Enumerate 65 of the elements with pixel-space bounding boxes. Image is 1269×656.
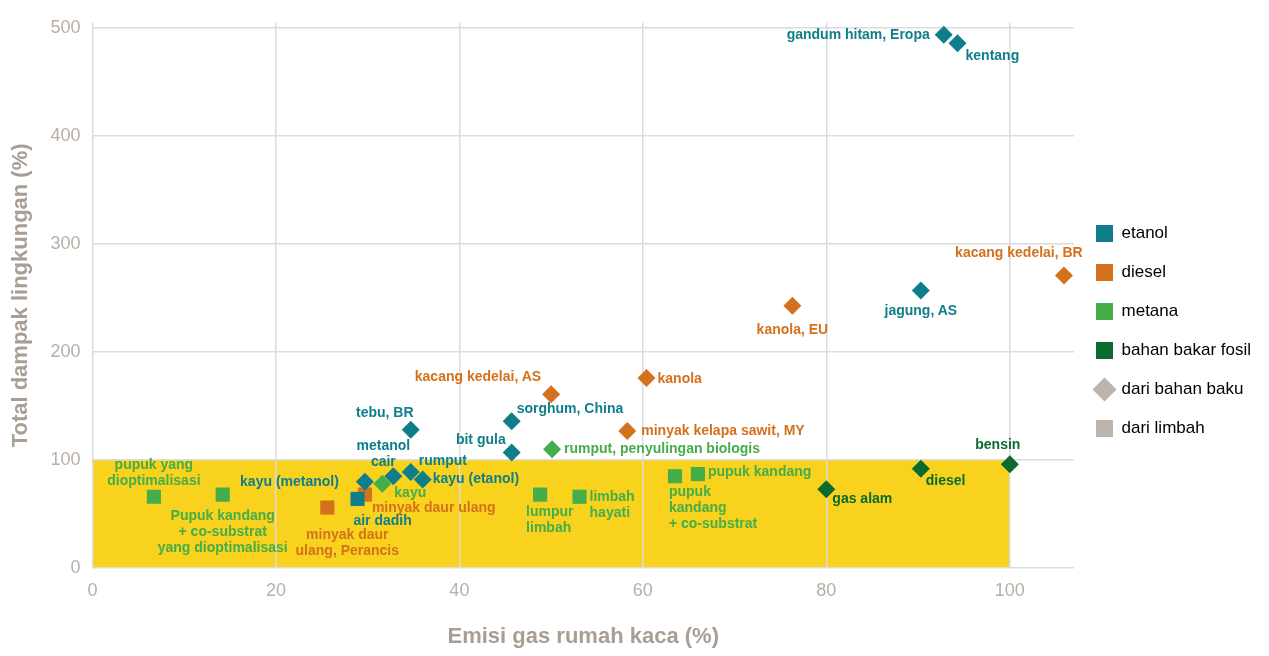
x-tick-label: 40	[449, 579, 470, 600]
annotation: minyak kelapa sawit, MY	[641, 421, 806, 438]
x-tick-label: 0	[87, 579, 98, 600]
y-tick-label: 200	[50, 341, 81, 362]
point	[1000, 455, 1019, 474]
x-tick-label: 100	[994, 579, 1025, 600]
annotation: kentang	[965, 47, 1020, 64]
point	[401, 462, 420, 481]
annotation: kacang kedelai, BR	[955, 244, 1083, 261]
annotation: pupuk kandang + co-substrat	[668, 483, 758, 532]
annotation: rumput, penyulingan biologis	[564, 440, 761, 457]
legend-label: etanol	[1121, 223, 1168, 243]
point	[667, 469, 683, 484]
annotation: limbah hayati	[589, 487, 635, 520]
point	[355, 472, 374, 491]
y-tick-label: 100	[50, 449, 81, 470]
legend-label: dari bahan baku	[1121, 379, 1244, 399]
annotation: kacang kedelai, AS	[414, 368, 542, 385]
y-tick-label: 500	[50, 17, 81, 38]
annotation: gandum hitam, Eropa	[786, 25, 930, 42]
y-tick-label: 400	[50, 125, 81, 146]
point	[215, 487, 230, 502]
annotation: tebu, BR	[355, 403, 414, 420]
legend-label: diesel	[1121, 262, 1166, 282]
point	[146, 489, 161, 504]
y-axis-title: Total dampak lingkungan (%)	[7, 143, 33, 448]
annotation: diesel	[925, 471, 966, 488]
annotation: sorghum, China	[516, 400, 624, 417]
point	[783, 296, 802, 315]
annotation: kanola	[657, 369, 703, 386]
legend-label: bahan bakar fosil	[1121, 340, 1252, 360]
annotation: lumpur limbah	[526, 503, 575, 536]
y-tick-label: 300	[50, 233, 81, 254]
point	[690, 467, 705, 482]
x-tick-label: 20	[265, 579, 286, 600]
point	[1054, 266, 1073, 285]
point	[401, 420, 420, 439]
annotation: minyak daur ulang, Perancis	[295, 526, 400, 559]
point	[350, 491, 365, 506]
point	[948, 34, 967, 53]
point	[533, 487, 548, 502]
point	[543, 440, 562, 459]
point	[637, 368, 656, 387]
annotation: kayu	[394, 483, 427, 500]
y-tick-label: 0	[70, 556, 81, 577]
legend-label: metana	[1121, 301, 1179, 321]
point	[911, 281, 930, 300]
legend-label: dari limbah	[1121, 418, 1205, 438]
point	[934, 25, 953, 44]
x-axis-title: Emisi gas rumah kaca (%)	[447, 622, 719, 648]
annotation: pupuk yang dioptimalisasi	[107, 455, 201, 488]
point	[618, 421, 637, 440]
annotation: kanola, EU	[756, 320, 829, 337]
annotation: gas alam	[832, 490, 893, 507]
annotation: kayu (metanol)	[240, 473, 339, 490]
point	[572, 489, 587, 504]
annotation: bit gula	[455, 431, 506, 448]
annotation: pupuk kandang	[707, 462, 812, 479]
point	[320, 500, 335, 515]
x-tick-label: 80	[816, 579, 837, 600]
x-tick-label: 60	[632, 579, 653, 600]
point	[384, 467, 403, 486]
annotation: bensin	[975, 436, 1021, 453]
point	[373, 474, 392, 493]
annotation: jagung, AS	[883, 302, 958, 319]
